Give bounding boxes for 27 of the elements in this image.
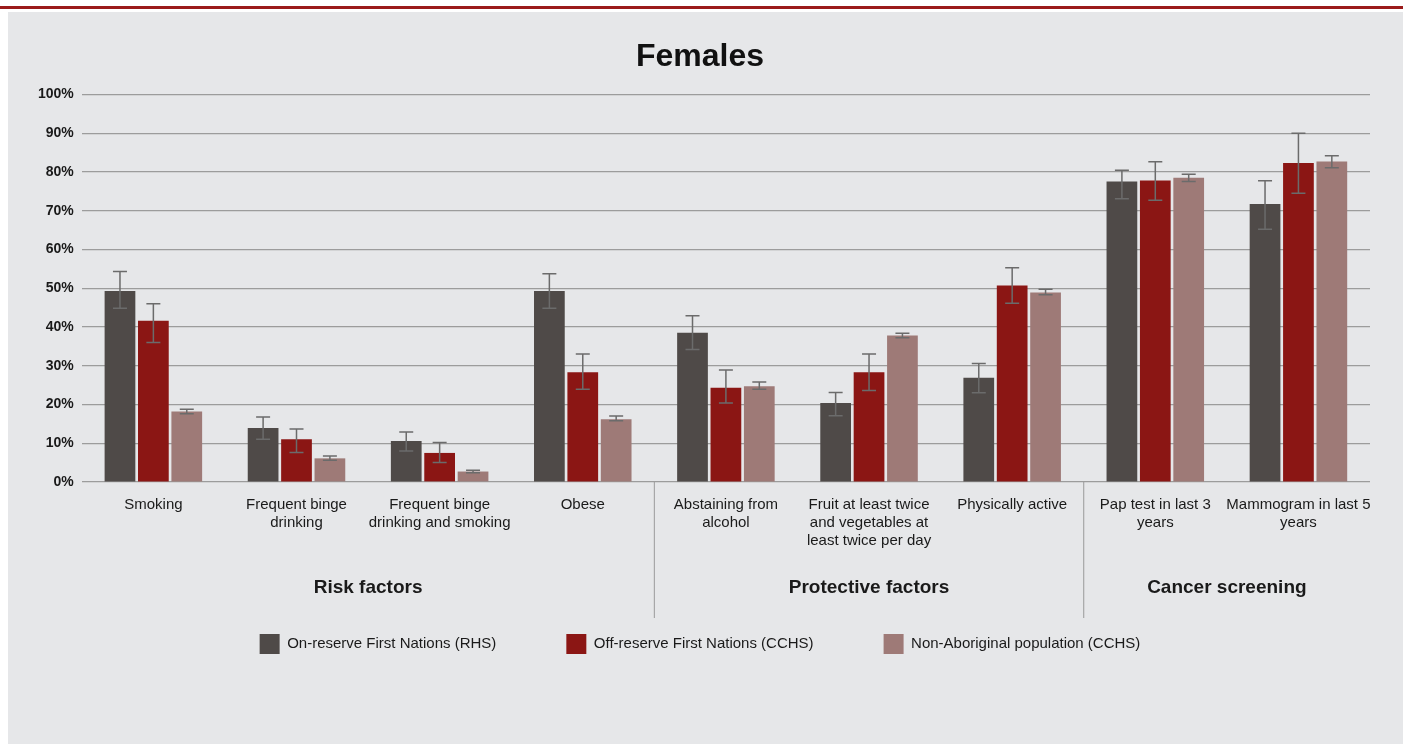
y-tick-label: 100% bbox=[37, 85, 75, 102]
x-tick-label: Frequent binge drinking and smoking bbox=[368, 495, 511, 531]
y-tick-label: 30% bbox=[45, 356, 75, 373]
y-tick-label: 70% bbox=[45, 201, 75, 218]
text: Risk factors bbox=[313, 576, 423, 598]
y-tick-label: 90% bbox=[45, 124, 75, 141]
x-tick-label: Fruit at least twice and vegetables at least twice per day bbox=[806, 495, 932, 549]
legend-label: Off-reserve First Nations (CCHS) bbox=[593, 634, 814, 652]
y-tick-label: 50% bbox=[45, 279, 75, 296]
x-tick-label: Pap test in last 3 years bbox=[1099, 495, 1211, 531]
text: Cancer screening bbox=[1147, 576, 1307, 598]
y-tick-label: 60% bbox=[45, 240, 75, 257]
x-tick-label: Obese bbox=[560, 495, 605, 513]
x-tick-label: Mammogram in last 5 years bbox=[1226, 495, 1371, 531]
y-tick-label: 10% bbox=[45, 434, 75, 451]
y-tick-label: 80% bbox=[45, 162, 75, 179]
x-tick-label: Smoking bbox=[124, 495, 183, 513]
y-tick-label: 20% bbox=[45, 395, 75, 412]
text: Protective factors bbox=[788, 576, 950, 598]
legend-label: On-reserve First Nations (RHS) bbox=[287, 634, 497, 652]
x-tick-label: Physically active bbox=[957, 495, 1068, 513]
y-tick-label: 0% bbox=[53, 472, 75, 489]
x-tick-label: Frequent binge drinking bbox=[246, 495, 347, 531]
x-tick-label: Abstaining from alcohol bbox=[673, 495, 779, 531]
legend-label: Non-Aboriginal population (CCHS) bbox=[911, 634, 1141, 652]
chart-title: Females bbox=[635, 37, 765, 74]
y-tick-label: 40% bbox=[45, 317, 75, 334]
